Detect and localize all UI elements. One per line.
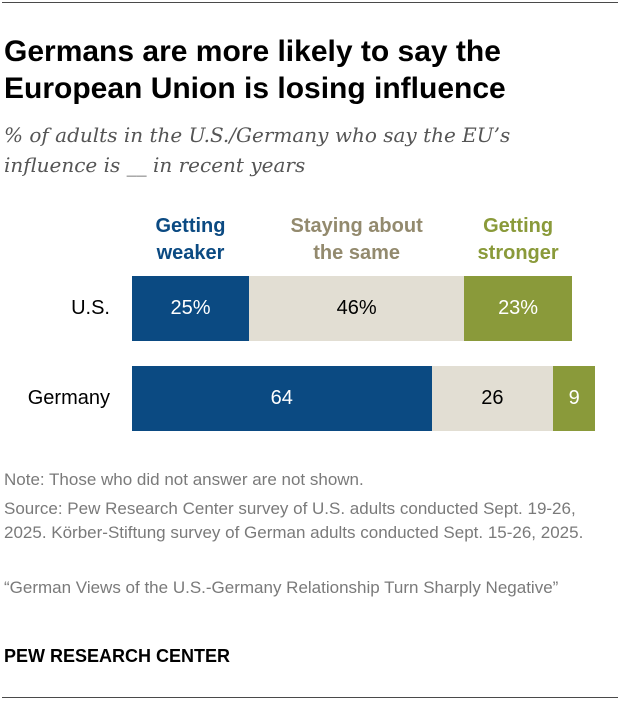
legend-getting-weaker: Getting weaker: [155, 215, 226, 264]
note-text: Note: Those who did not answer are not s…: [4, 470, 364, 489]
bar-germany-staying-about-the-same: 26: [431, 366, 554, 431]
bar-germany-getting-weaker: 64: [132, 366, 432, 431]
chart-subtitle: % of adults in the U.S./Germany who say …: [4, 123, 511, 177]
row-label-us: U.S.: [71, 296, 110, 319]
pew-logo-text: PEW RESEARCH CENTER: [4, 646, 231, 666]
bar-us-getting-weaker: 25%: [132, 276, 249, 341]
data-label: 23%: [498, 297, 539, 319]
bottom-rule: [2, 697, 618, 698]
source-text: Source: Pew Research Center survey of U.…: [4, 499, 584, 542]
data-label: 46%: [336, 297, 377, 319]
data-label: 64: [270, 387, 293, 409]
bar-us-staying-about-the-same: 46%: [249, 276, 465, 341]
legend-getting-stronger: Getting stronger: [477, 215, 559, 264]
legend-staying-about-the-same: Staying about the same: [290, 215, 423, 264]
bar-us-getting-stronger: 23%: [464, 276, 572, 341]
row-label-germany: Germany: [27, 386, 110, 409]
bar-germany-getting-stronger: 9: [553, 366, 596, 431]
data-label: 25%: [170, 297, 211, 319]
data-label: 9: [568, 387, 580, 409]
report-title-text: “German Views of the U.S.-Germany Relati…: [4, 578, 559, 597]
chart-title: Germans are more likely to say the Europ…: [4, 35, 506, 105]
top-rule: [2, 2, 618, 3]
data-label: 26: [481, 387, 504, 409]
